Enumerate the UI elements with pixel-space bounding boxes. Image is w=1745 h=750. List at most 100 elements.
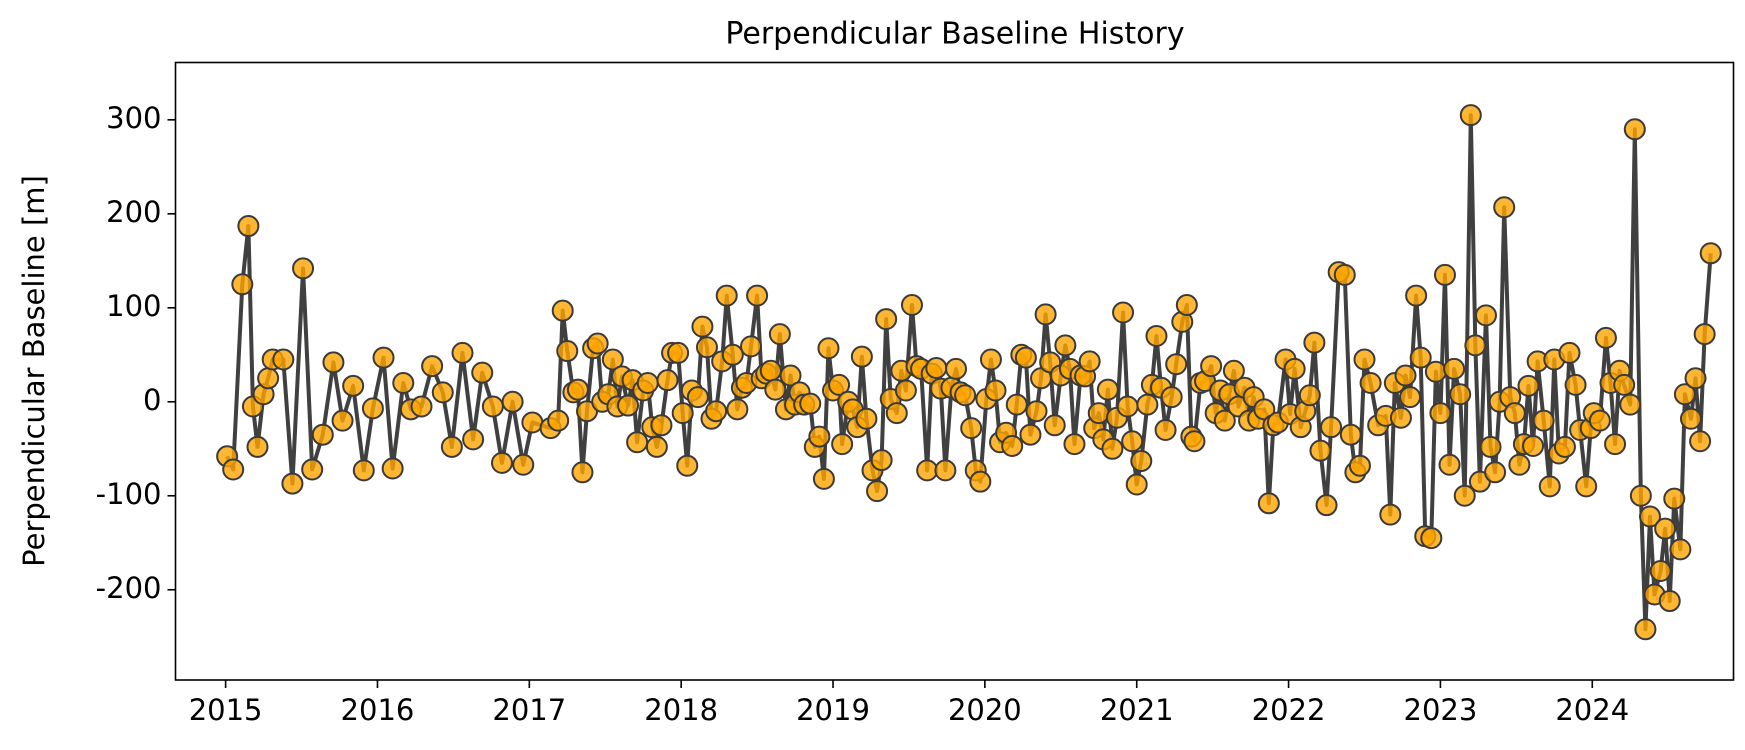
x-tick-label: 2020: [948, 693, 1022, 727]
data-point: [451, 341, 474, 364]
data-point: [1165, 353, 1188, 376]
data-point: [1623, 118, 1646, 141]
data-point: [1121, 430, 1144, 453]
data-point: [828, 373, 851, 396]
data-point: [1558, 341, 1581, 364]
data-point: [1564, 373, 1587, 396]
data-point: [501, 390, 524, 413]
data-point: [817, 337, 840, 360]
data-point: [1684, 367, 1707, 390]
data-point: [521, 411, 544, 434]
data-point: [1699, 242, 1722, 265]
data-point: [1043, 414, 1066, 437]
data-point: [1222, 359, 1245, 382]
data-point: [1112, 301, 1135, 324]
x-tick-label: 2016: [341, 693, 415, 727]
data-point: [676, 454, 699, 477]
data-point: [1588, 409, 1611, 432]
data-point: [1348, 454, 1371, 477]
y-tick-label: 300: [106, 101, 161, 135]
data-point: [1309, 439, 1332, 462]
data-point: [551, 299, 574, 322]
data-point: [566, 378, 589, 401]
data-point: [1474, 304, 1497, 327]
data-point: [617, 394, 640, 417]
chart-title: Perpendicular Baseline History: [725, 17, 1184, 52]
data-point: [1034, 303, 1057, 326]
data-point: [1649, 559, 1672, 582]
x-tick-label: 2015: [189, 693, 263, 727]
y-tick-label: 200: [106, 195, 161, 229]
data-point: [571, 461, 594, 484]
y-tick-label: -200: [96, 571, 162, 605]
data-point: [1654, 517, 1677, 540]
data-point: [799, 392, 822, 415]
x-tick-label: 2023: [1404, 693, 1478, 727]
data-point: [272, 348, 295, 371]
data-point: [1420, 527, 1443, 550]
data-point: [779, 364, 802, 387]
data-point: [1634, 618, 1657, 641]
data-point: [1175, 293, 1198, 316]
data-point: [626, 431, 649, 454]
data-point: [1532, 409, 1555, 432]
data-point: [372, 346, 395, 369]
data-point: [1669, 538, 1692, 561]
data-point: [1522, 434, 1545, 457]
data-point: [1409, 346, 1432, 369]
data-point: [1693, 323, 1716, 346]
y-tick-label: 100: [106, 289, 161, 323]
data-point: [462, 428, 485, 451]
data-point: [726, 398, 749, 421]
data-point: [721, 343, 744, 366]
data-point: [1493, 196, 1516, 219]
data-point: [1125, 473, 1148, 496]
data-point: [1389, 406, 1412, 429]
data-point: [421, 355, 444, 378]
data-point: [691, 315, 714, 338]
data-point: [870, 449, 893, 472]
data-point: [671, 402, 694, 425]
data-point: [1553, 435, 1576, 458]
data-point: [746, 284, 769, 307]
data-point: [925, 356, 948, 379]
data-point: [471, 361, 494, 384]
data-point: [1130, 450, 1153, 473]
x-tick-label: 2019: [796, 693, 870, 727]
data-point: [894, 379, 917, 402]
data-point: [764, 378, 787, 401]
data-point: [231, 273, 254, 296]
data-point: [392, 371, 415, 394]
data-point: [311, 423, 334, 446]
data-point: [1433, 263, 1456, 286]
data-point: [808, 425, 831, 448]
data-point: [656, 369, 679, 392]
data-point: [1594, 326, 1617, 349]
data-point: [768, 323, 791, 346]
data-point: [667, 341, 690, 364]
y-axis-label: Perpendicular Baseline [m]: [17, 175, 51, 567]
data-point: [1116, 395, 1139, 418]
x-tick-label: 2024: [1555, 693, 1629, 727]
data-point: [1424, 360, 1447, 383]
data-point: [1154, 418, 1177, 441]
data-point: [1453, 484, 1476, 507]
data-point: [636, 371, 659, 394]
data-point: [257, 367, 280, 390]
data-point: [556, 340, 579, 363]
data-point: [1019, 423, 1042, 446]
data-point: [1689, 430, 1712, 453]
data-point: [1359, 371, 1382, 394]
data-point: [686, 386, 709, 409]
data-point: [855, 407, 878, 430]
data-point: [331, 409, 354, 432]
data-point: [1679, 407, 1702, 430]
data-point: [1303, 331, 1326, 354]
data-point: [381, 457, 404, 480]
data-point: [410, 395, 433, 418]
data-point: [934, 459, 957, 482]
data-point: [1405, 284, 1428, 307]
data-point: [246, 435, 269, 458]
